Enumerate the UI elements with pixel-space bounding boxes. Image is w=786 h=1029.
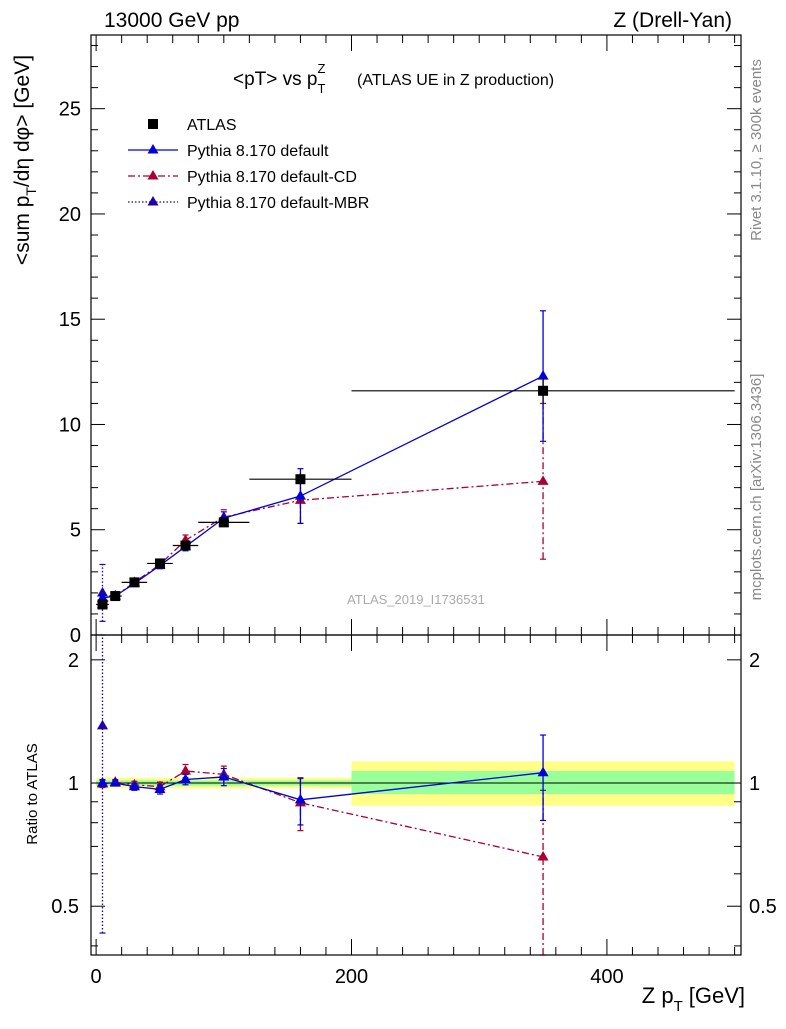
ratio-ytick-label-right: 2 [749,650,760,672]
ratio-point [537,766,549,777]
legend-marker-atlas [148,119,158,129]
main-ytick-label: 15 [59,309,81,331]
legend: ATLAS Pythia 8.170 default Pythia 8.170 … [128,117,369,212]
main-axis-ticks: 0 5 10 15 20 25 [59,35,741,647]
ratio-ytick-label: 0.5 [51,896,79,918]
data-point [218,517,229,528]
main-point [96,592,109,602]
main-ytick-label: 10 [59,414,81,436]
main-point [96,586,109,597]
plot-title-sup: Z [317,61,325,76]
main-ylabel: <sum pT/dη dφ> [GeV] [11,55,39,265]
ratio-axis-ticks: 0.5 0.5 1 1 2 2 0 200 400 [51,635,777,988]
data-point [110,591,121,602]
main-ytick-label: 20 [59,204,81,226]
watermark: ATLAS_2019_I1736531 [347,592,485,607]
main-ytick-label: 5 [70,520,81,542]
ratio-xtick-label: 200 [335,966,368,988]
ratio-xlabel-sub: T [674,998,683,1015]
plot-title-main: <pT> vs p [233,69,318,90]
main-ylabel-main: <sum p [11,196,34,265]
ratio-point [96,777,109,787]
main-point [537,370,549,380]
header-right: Z (Drell-Yan) [613,9,732,32]
data-point [538,385,549,396]
main-series-line [102,480,544,606]
ratio-point [537,850,549,861]
ratio-panel: 0.5 0.5 1 1 2 2 0 200 400 Ratio to ATLAS Z pT [Ge… [24,634,777,1015]
data-point [97,599,108,610]
ratio-xlabel: Z pT [GeV] [642,983,745,1015]
plot-title-sub: T [318,81,326,96]
ratio-point [218,770,230,781]
data-point [154,558,165,569]
ratio-point [128,780,140,791]
data-point [295,474,306,485]
data-point [180,540,191,551]
main-point [537,475,549,485]
main-panel: 0 5 10 15 20 25 ATLAS_2019_I1736531 <pT> vs p… [11,34,742,647]
mcplots-label: mcplots.cern.ch [arXiv:1306.3436] [748,374,765,601]
main-ytick-label: 0 [70,625,81,647]
plot-title-paren: (ATLAS UE in Z production) [357,72,554,89]
legend-label-cd: Pythia 8.170 default-CD [187,169,357,186]
data-point [129,577,140,588]
main-ytick-label: 25 [59,99,81,121]
legend-marker-cd [147,170,159,180]
ratio-ylabel: Ratio to ATLAS [24,743,41,844]
rivet-label: Rivet 3.1.10, ≥ 300k events [748,59,765,241]
ratio-point [96,719,109,730]
legend-label-default: Pythia 8.170 default [187,143,329,160]
ratio-ytick-label-right: 1 [749,773,760,795]
main-data [96,310,735,622]
header-left: 13000 GeV pp [104,9,239,32]
ratio-xlabel-unit: [GeV] [689,983,745,1008]
ratio-xlabel-main: Z p [642,983,674,1008]
ratio-point [179,773,192,784]
main-ylabel-sub: T [23,187,39,196]
ratio-point [109,777,121,787]
legend-label-mbr: Pythia 8.170 default-MBR [187,195,369,212]
legend-label-atlas: ATLAS [187,117,237,134]
ratio-xtick-label: 0 [91,966,102,988]
ratio-point [154,783,166,793]
main-ylabel-rest: /dη dφ> [GeV] [11,55,34,187]
ratio-ytick-label: 2 [68,650,79,672]
legend-marker-mbr [147,196,159,206]
plot-title: <pT> vs pTZ [233,61,326,96]
ratio-ytick-label: 1 [68,773,79,795]
ratio-point [294,793,306,804]
legend-marker-default [147,144,159,154]
ratio-frame [90,634,742,956]
ratio-xtick-label: 400 [590,966,623,988]
ratio-ytick-label-right: 0.5 [749,896,777,918]
ratio-point [179,765,192,775]
main-point [294,490,306,500]
ratio-data [96,634,549,956]
